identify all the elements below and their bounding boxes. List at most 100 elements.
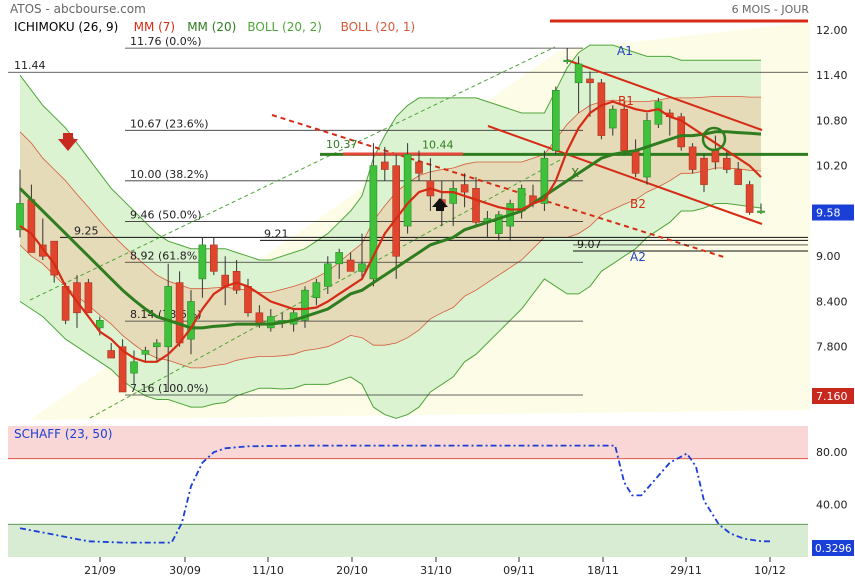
candle-body-54 [631,150,640,174]
level-label-5: 10.44 [422,138,454,151]
candle-body-59 [688,146,697,170]
level-label-2: 9.21 [264,227,289,240]
buy-arrow-icon [432,198,448,211]
candle-body-8 [107,350,115,359]
ascending-channel-upper [29,46,556,301]
candle-body-0 [16,203,24,231]
annotation-1: B1 [618,94,634,108]
candle-body-39 [460,184,469,193]
candle-body-10 [130,361,138,374]
schaff-line [19,444,773,544]
annotation-3: A2 [630,250,646,264]
candle-body-34 [403,154,412,227]
x-tick-2: 11/10 [252,564,284,577]
candle-body-17 [210,244,218,272]
annotation-4: X [571,166,579,180]
fib-label-1: 10.67 (23.6%) [130,117,209,130]
candle-body-28 [335,252,344,265]
candle-body-56 [654,101,663,125]
candle-body-47 [551,90,560,151]
y-tick-0: 12.00 [816,24,848,37]
candle-body-27 [323,263,332,287]
x-tick-3: 20/10 [336,564,368,577]
legend-item-2: MM (20) [187,20,236,34]
header-period: 6 MOIS - JOUR [732,3,810,16]
candle-body-16 [198,244,207,280]
candle-body-15 [187,301,195,340]
candle-body-46 [540,157,549,204]
x-tick-4: 31/10 [420,564,452,577]
candle-body-29 [346,259,355,272]
candle-body-20 [244,286,252,314]
osc-y-tick-0: 80.00 [816,446,848,459]
low-value-text: 7.160 [816,390,848,403]
moving-averages-layer [18,100,762,363]
candle-body-50 [586,78,594,84]
candle-body-65 [757,210,765,213]
level-label-0: 11.44 [14,59,46,72]
candle-body-22 [266,316,275,329]
candle-body-62 [722,157,731,170]
candle-body-14 [175,282,184,344]
mm7-line [19,100,762,363]
x-tick-0: 21/09 [84,564,116,577]
fib-label-2: 10.00 (38.2%) [130,168,209,181]
candle-body-52 [608,108,617,129]
candle-body-53 [620,108,629,151]
y-tick-3: 10.20 [816,160,848,173]
header-source: ATOS - abcbourse.com [10,2,146,16]
x-tick-6: 18/11 [587,564,619,577]
last-value-badge [812,204,854,221]
sell-arrow-icon [58,133,78,151]
candle-body-13 [164,286,172,348]
descending-channel-lower [487,125,763,225]
candle-body-40 [472,188,480,223]
candle-body-7 [96,320,104,329]
candle-body-49 [574,63,583,84]
candle-body-58 [677,116,686,148]
candle-body-19 [232,271,241,291]
level-label-3: 9.07 [577,238,602,251]
descending-dotted-line [271,114,728,259]
osc-last-text: 0.3296 [815,543,852,555]
candle-body-51 [597,82,606,136]
x-tick-1: 30/09 [169,564,201,577]
osc-zone-0 [8,426,808,459]
crossover-circle [701,126,727,152]
mm20-line [18,130,762,330]
level-label-1: 9.25 [74,224,99,237]
candle-body-31 [369,165,378,280]
candle-body-12 [153,342,161,348]
candle-body-42 [494,214,503,234]
y-tick-2: 10.80 [816,114,848,127]
y-tick-1: 11.40 [816,69,848,82]
candle-body-4 [61,286,70,321]
legend-item-1: MM (7) [134,20,176,34]
legend-item-0: ICHIMOKU (26, 9) [14,20,118,34]
candles-layer [16,48,765,393]
osc-y-tick-1: 40.00 [816,499,848,512]
annotation-0: A1 [617,44,633,58]
candle-body-11 [141,350,150,355]
candle-body-6 [84,282,93,314]
annotations-layer: A1 B1 B2 A2 X [58,44,727,264]
ascending-channel-lower [89,159,561,419]
candle-body-9 [118,346,127,393]
candle-body-63 [734,169,743,185]
fib-label-4: 8.92 (61.8%) [130,249,202,262]
descending-channel-upper [566,59,763,131]
bollinger-bands-layer [8,22,810,420]
candle-body-32 [380,161,389,170]
y-tick-4: 9.00 [816,250,841,263]
level-label-4: 10.37 [326,138,358,151]
schaff-oscillator-layer: SCHAFF (23, 50) 80.00 40.00 0.3296 [8,426,854,557]
y-tick-5: 8.400 [816,295,848,308]
candle-body-26 [312,282,321,299]
axes-layer: ATOS - abcbourse.com 6 MOIS - JOUR ICHIMOK… [10,2,854,577]
y-tick-6: 7.800 [816,341,848,354]
fib-label-6: 7.16 (100.0%) [130,382,209,395]
legend-item-3: BOLL (20, 2) [247,20,322,34]
candle-body-61 [711,150,720,163]
